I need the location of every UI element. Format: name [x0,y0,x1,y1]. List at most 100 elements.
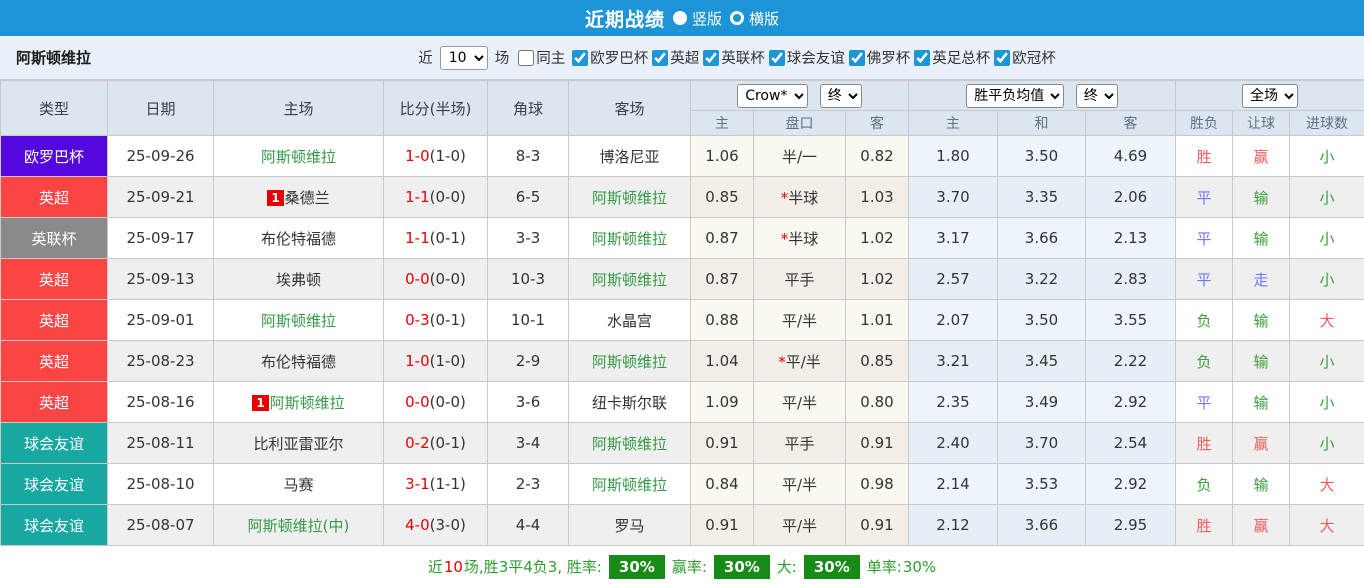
result-scope-header: 全场 [1175,80,1364,111]
euro-draw-odds: 3.50 [997,299,1086,341]
result-scope-select[interactable]: 全场 [1242,83,1298,108]
wdl-result: 平 [1175,176,1233,218]
header-type: 类型 [0,80,108,136]
asian-odds-header: Crow* 终 [690,80,909,111]
halftime-score: (0-0) [429,393,466,411]
subheader-asian-away: 客 [845,110,909,136]
asian-company-select[interactable]: Crow* [737,83,809,108]
home-team-name: 阿斯顿维拉 [260,311,336,330]
score-cell: 0-0(0-0) [383,258,488,300]
results-table: 类型 日期 主场 比分(半场) 角球 客场 Crow* 终 胜平负均值 终 [0,80,1364,546]
handicap-result: 赢 [1232,422,1290,464]
league-checkbox[interactable] [914,49,931,66]
league-checkbox[interactable] [703,49,720,66]
league-label: 欧冠杯 [1012,51,1056,67]
single-rate-value: 30% [902,557,937,576]
table-row: 球会友谊 25-08-07 阿斯顿维拉(中) 4-0(3-0) 4-4 罗马 0… [0,504,1364,546]
summary-near: 近 [427,558,443,576]
league-option[interactable]: 球会友谊 [765,47,845,68]
away-team-name: 博洛尼亚 [599,147,660,166]
match-date: 25-08-23 [107,340,214,382]
score-cell: 0-3(0-1) [383,299,488,341]
asian-home-odds: 0.85 [690,176,754,218]
league-option[interactable]: 欧冠杯 [990,47,1056,68]
home-team-cell: 阿斯顿维拉(中) [213,504,384,546]
euro-time-select[interactable]: 终 [1075,83,1118,108]
euro-away-odds: 2.22 [1085,340,1176,382]
away-team-cell: 纽卡斯尔联 [568,381,691,423]
league-option[interactable]: 英足总杯 [910,47,990,68]
home-team-name: 马赛 [283,475,314,494]
corners-cell: 3-6 [487,381,569,423]
radio-vertical-layout[interactable]: 竖版 [672,8,722,29]
goals-result: 小 [1289,176,1364,218]
fulltime-score: 1-0 [405,147,430,165]
match-type-badge: 英超 [0,176,108,218]
handicap-result: 赢 [1232,135,1290,177]
league-checkbox[interactable] [994,49,1011,66]
match-type-badge: 欧罗巴杯 [0,135,108,177]
subheader-euro-draw: 和 [997,110,1086,136]
league-option[interactable]: 欧罗巴杯 [568,47,648,68]
league-checkbox[interactable] [848,49,865,66]
wdl-result: 平 [1175,258,1233,300]
home-team-cell: 马赛 [213,463,384,505]
big-rate-badge: 30% [803,554,860,579]
asian-away-odds: 0.80 [845,381,909,423]
euro-draw-odds: 3.45 [997,340,1086,382]
corners-cell: 10-1 [487,299,569,341]
asian-home-odds: 1.09 [690,381,754,423]
wdl-result: 胜 [1175,135,1233,177]
score-cell: 1-1(0-1) [383,217,488,259]
goals-result: 大 [1289,504,1364,546]
league-option[interactable]: 英超 [648,47,699,68]
radio-horizontal-layout[interactable]: 横版 [730,8,779,29]
euro-away-odds: 2.13 [1085,217,1176,259]
euro-draw-odds: 3.50 [997,135,1086,177]
goals-result: 小 [1289,258,1364,300]
euro-type-select[interactable]: 胜平负均值 [966,83,1065,108]
asian-handicap: 平/半 [753,381,846,423]
league-checkbox[interactable] [768,49,785,66]
league-checkbox[interactable] [652,49,669,66]
topbar: 近期战绩 竖版 横版 [0,0,1364,36]
handicap-result: 输 [1232,217,1290,259]
asian-time-select[interactable]: 终 [819,83,862,108]
euro-draw-odds: 3.35 [997,176,1086,218]
asian-away-odds: 0.98 [845,463,909,505]
euro-home-odds: 3.17 [908,217,998,259]
fulltime-score: 1-0 [405,352,430,370]
wdl-result: 负 [1175,340,1233,382]
wdl-result: 平 [1175,381,1233,423]
euro-draw-odds: 3.22 [997,258,1086,300]
away-team-cell: 阿斯顿维拉 [568,463,691,505]
subheader-handicap-result: 让球 [1232,110,1290,136]
subheader-goals: 进球数 [1289,110,1364,136]
same-venue-checkbox[interactable] [518,49,535,66]
same-venue-option[interactable]: 同主 [512,47,565,68]
halftime-score: (0-1) [429,311,466,329]
score-cell: 1-0(1-0) [383,135,488,177]
radio-unselected-icon [730,11,744,25]
table-row: 英超 25-09-21 1 桑德兰 1-1(0-0) 6-5 阿斯顿维拉 0.85… [0,176,1364,218]
league-label: 球会友谊 [786,51,845,67]
league-checkbox-group: 欧罗巴杯 英超 英联杯 球会友谊 佛罗杯 英足总杯 欧冠杯 [568,47,1056,68]
euro-home-odds: 2.14 [908,463,998,505]
asian-handicap: *半球 [753,217,846,259]
match-type-badge: 球会友谊 [0,422,108,464]
halftime-score: (3-0) [429,516,466,534]
league-option[interactable]: 佛罗杯 [845,47,910,68]
asian-home-odds: 0.87 [690,258,754,300]
matches-count-select[interactable]: 10 [439,45,488,70]
away-team-cell: 阿斯顿维拉 [568,217,691,259]
match-type-badge: 英超 [0,340,108,382]
away-team-cell: 罗马 [568,504,691,546]
match-date: 25-09-21 [107,176,214,218]
home-team-name: 桑德兰 [284,188,330,207]
league-checkbox[interactable] [572,49,589,66]
results-body: 欧罗巴杯 25-09-26 阿斯顿维拉 1-0(1-0) 8-3 博洛尼亚 1.… [0,135,1364,546]
league-option[interactable]: 英联杯 [699,47,765,68]
asian-home-odds: 0.91 [690,504,754,546]
corners-cell: 10-3 [487,258,569,300]
big-rate-label: 大: [776,558,797,576]
